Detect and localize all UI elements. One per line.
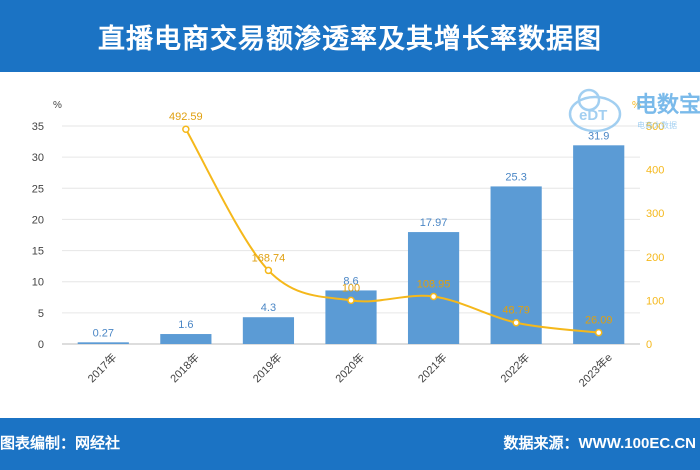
line-value-label: 168.74 (252, 252, 286, 264)
bar-value-label: 8.6 (343, 275, 358, 287)
left-axis-tick: 5 (38, 308, 44, 320)
grid-lines (62, 125, 640, 345)
bar-series (77, 145, 625, 344)
bar-value-label: 31.9 (588, 130, 609, 142)
line-value-label: 492.59 (169, 111, 203, 123)
bar-labels: 0.27 1.6 4.3 8.6 17.97 25.3 31.9 (93, 130, 610, 339)
left-axis-unit: % (53, 100, 62, 111)
line-point (429, 292, 438, 301)
brand-subtitle: 电商大数据 (637, 120, 677, 130)
line-value-label: 108.95 (417, 278, 451, 290)
line-points (182, 125, 603, 337)
line-value-label: 26.09 (585, 315, 613, 327)
line-point (264, 266, 273, 275)
header-banner: 直播电商交易额渗透率及其增长率数据图 (0, 0, 700, 72)
chart-credit: 图表编制：网经社 (0, 435, 121, 452)
x-axis-tick: 2022年 (497, 350, 532, 385)
bar (407, 232, 460, 344)
left-axis-tick: 25 (32, 183, 44, 195)
bar-value-label: 1.6 (178, 319, 193, 331)
bar-value-label: 4.3 (261, 302, 276, 314)
growth-rate-line (184, 128, 599, 334)
x-axis-tick: 2017年 (84, 350, 119, 385)
x-axis-tick: 2023年e (576, 350, 615, 389)
logo-text: eDT (579, 107, 607, 124)
x-axis-tick: 2021年 (415, 350, 450, 385)
left-axis-tick: 0 (38, 339, 44, 351)
line-point (182, 125, 190, 133)
line-value-label: 48.79 (502, 305, 530, 317)
left-axis-tick: 15 (32, 246, 44, 258)
bar (242, 317, 295, 344)
right-axis-tick: 0 (646, 339, 652, 351)
line-value-label: 100 (342, 282, 360, 294)
data-source: 数据来源：WWW.100EC.CN (503, 435, 696, 452)
x-axis-ticks: 2017年 2018年 2019年 2020年 2021年 2022年 2023年e (84, 350, 614, 389)
right-axis-tick: 300 (646, 208, 664, 220)
line-point (512, 318, 520, 327)
cloud-logo-icon (568, 95, 622, 133)
bar-value-label: 25.3 (505, 171, 526, 183)
right-axis-ticks: 0 100 200 300 400 500 (646, 121, 664, 351)
brand-name: 电数宝 (635, 92, 700, 117)
bar (77, 342, 129, 344)
footer-banner: 图表编制：网经社 数据来源：WWW.100EC.CN (0, 418, 700, 470)
right-axis-tick: 500 (646, 121, 664, 133)
x-axis-tick: 2019年 (250, 350, 285, 385)
right-axis-tick: 200 (646, 252, 664, 264)
chart-area: % % 0 5 10 15 20 25 30 35 0 100 200 300 400 500 0.27… (32, 100, 665, 390)
left-axis-tick: 10 (32, 277, 44, 289)
right-axis-tick: 400 (646, 165, 664, 177)
right-axis-tick: 100 (646, 295, 664, 307)
page-title: 直播电商交易额渗透率及其增长率数据图 (98, 24, 602, 54)
line-labels: 492.59 168.74 100 108.95 48.79 26.09 (169, 111, 612, 326)
bar-value-label: 0.27 (93, 327, 114, 339)
right-axis-unit: % (632, 100, 641, 111)
watermark-logo: eDT 电数宝 电商大数据 (568, 88, 700, 133)
x-axis-tick: 2020年 (332, 350, 367, 385)
left-axis-ticks: 0 5 10 15 20 25 30 35 (32, 121, 44, 351)
x-axis-tick: 2018年 (167, 350, 202, 385)
line-point (594, 328, 603, 337)
left-axis-tick: 30 (32, 152, 44, 164)
left-axis-tick: 35 (32, 121, 44, 133)
bar-value-label: 17.97 (420, 217, 448, 229)
bar (160, 334, 212, 344)
bar (573, 145, 625, 344)
left-axis-tick: 20 (32, 214, 44, 226)
line-point (347, 296, 355, 305)
